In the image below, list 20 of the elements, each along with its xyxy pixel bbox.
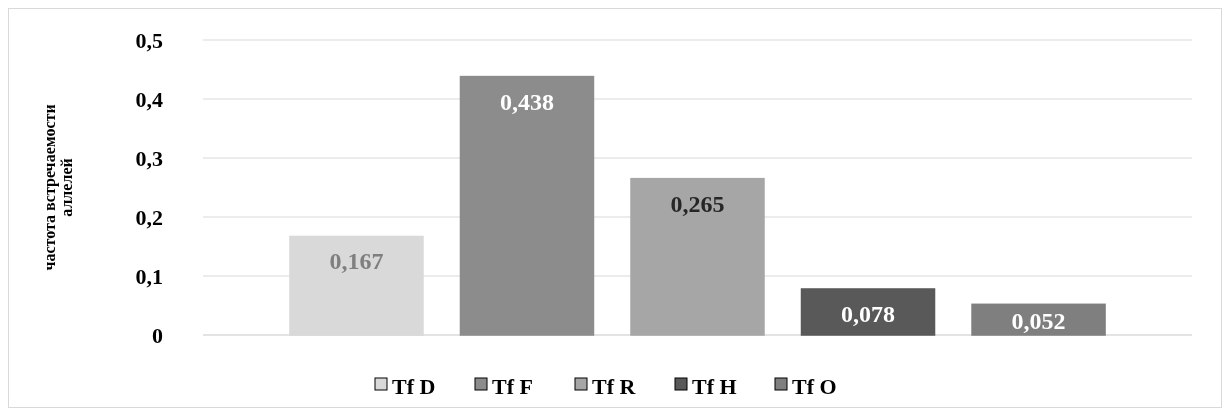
bar bbox=[630, 177, 765, 336]
bar bbox=[800, 288, 936, 336]
data-label: 0,438 bbox=[499, 88, 554, 115]
legend-label: Tf H bbox=[692, 373, 737, 399]
y-tick-label: 0,5 bbox=[135, 27, 163, 53]
data-label: 0,265 bbox=[670, 190, 725, 217]
legend-label: Tf D bbox=[392, 373, 436, 399]
y-tick-label: 0 bbox=[152, 322, 163, 348]
y-tick-label: 0,4 bbox=[135, 86, 163, 112]
data-label: 0,078 bbox=[841, 300, 896, 327]
legend-label: Tf O bbox=[792, 373, 837, 399]
data-label: 0,167 bbox=[329, 248, 384, 275]
legend-label: Tf R bbox=[592, 373, 637, 399]
bar bbox=[459, 75, 595, 336]
y-tick-label: 0,3 bbox=[135, 145, 163, 171]
y-axis-title: частота встречаемости аллелей bbox=[40, 104, 76, 271]
y-tick-label: 0,2 bbox=[135, 204, 163, 230]
legend-label: Tf F bbox=[492, 373, 533, 399]
y-tick-label: 0,1 bbox=[135, 263, 163, 289]
data-label: 0,052 bbox=[1011, 308, 1066, 334]
